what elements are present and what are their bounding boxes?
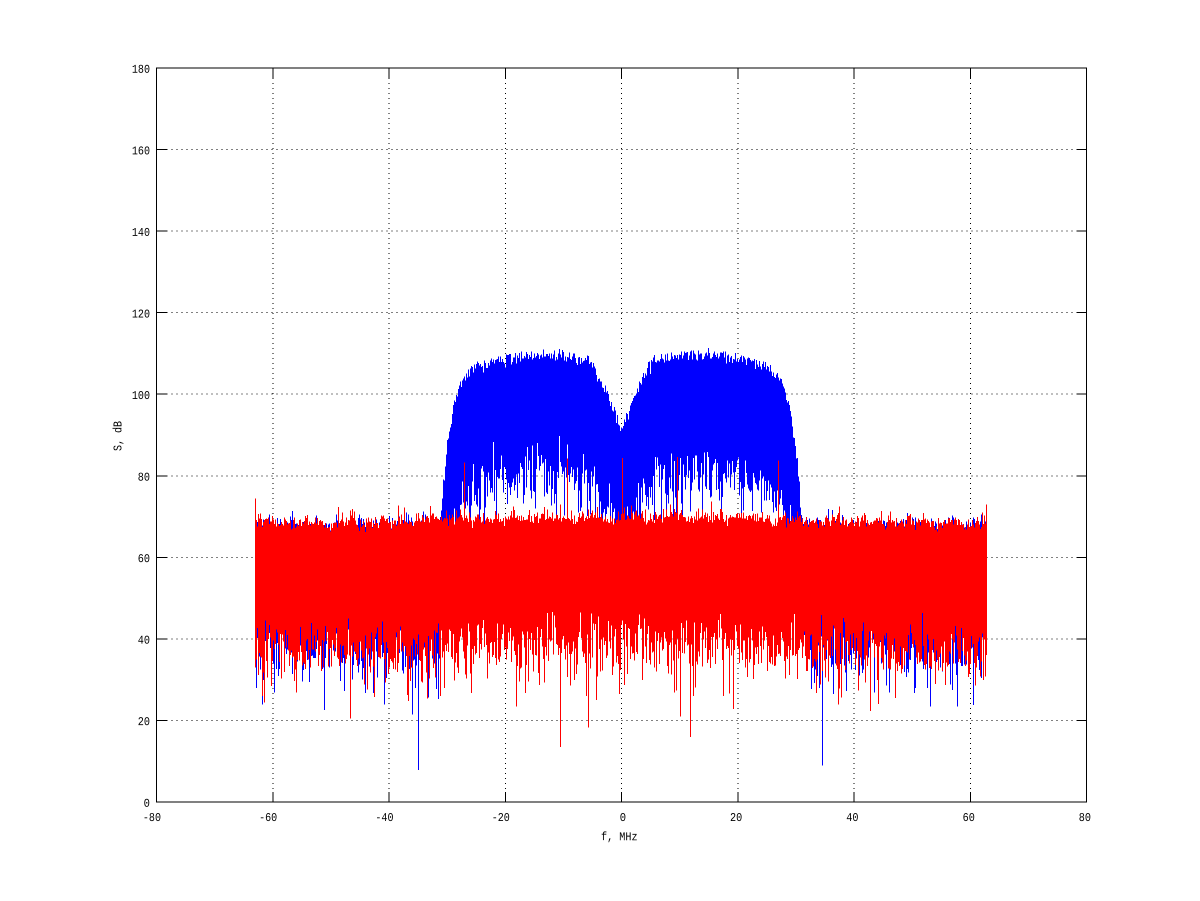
svg-text:-80: -80 (143, 811, 161, 825)
svg-text:20: 20 (138, 715, 150, 729)
svg-text:60: 60 (963, 811, 975, 825)
svg-text:-20: -20 (492, 811, 510, 825)
svg-text:20: 20 (730, 811, 742, 825)
svg-text:140: 140 (132, 226, 150, 240)
svg-text:100: 100 (132, 389, 150, 403)
svg-text:80: 80 (138, 471, 150, 485)
svg-text:40: 40 (846, 811, 858, 825)
svg-text:f, MHz: f, MHz (601, 830, 638, 844)
svg-text:0: 0 (144, 797, 150, 811)
svg-text:S, dB: S, dB (112, 421, 126, 451)
svg-text:40: 40 (138, 634, 150, 648)
svg-text:180: 180 (132, 63, 150, 77)
svg-text:160: 160 (132, 144, 150, 158)
svg-text:80: 80 (1079, 811, 1091, 825)
svg-text:60: 60 (138, 552, 150, 566)
svg-text:-40: -40 (375, 811, 393, 825)
svg-text:120: 120 (132, 307, 150, 321)
svg-text:0: 0 (620, 811, 626, 825)
svg-text:-60: -60 (259, 811, 277, 825)
